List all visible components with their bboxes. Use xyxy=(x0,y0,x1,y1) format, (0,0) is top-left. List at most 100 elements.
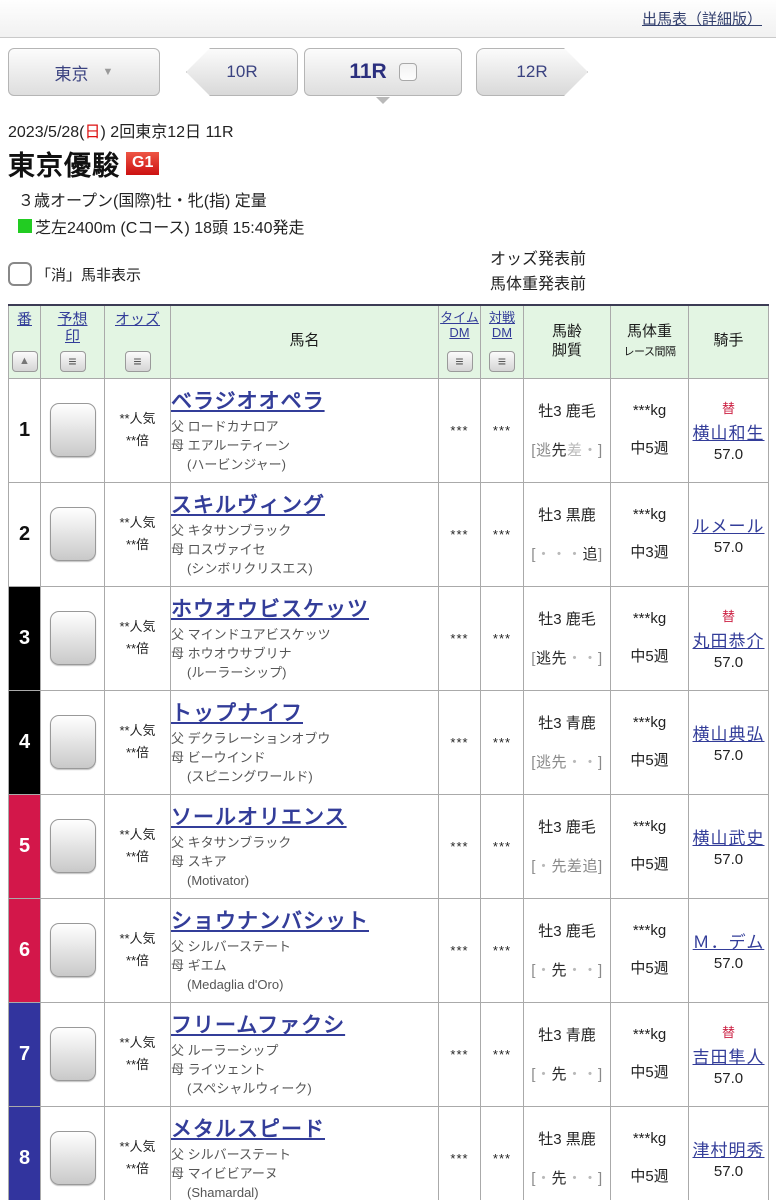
mark-button[interactable] xyxy=(49,1131,96,1185)
running-style: [・先・・] xyxy=(531,1066,603,1083)
mark-button[interactable] xyxy=(49,507,96,561)
body-weight: ***kg xyxy=(632,1130,667,1147)
horse-number: 1 xyxy=(8,377,41,483)
next-race-button[interactable]: 12R xyxy=(476,48,588,96)
horse-name-link[interactable]: ショウナンバシット xyxy=(171,910,369,934)
time-dm-value: *** xyxy=(438,377,481,483)
sort-asc-button[interactable]: ▲ xyxy=(11,350,38,372)
mark-button[interactable] xyxy=(49,819,96,873)
age-style-cell: 牡3 鹿毛 [・先差追] xyxy=(523,793,611,899)
odds-value: **倍 xyxy=(125,953,150,968)
vs-dm-header-link[interactable]: 対戦 DM xyxy=(488,310,515,340)
horse-name-link[interactable]: ソールオリエンス xyxy=(171,806,347,830)
jockey-link[interactable]: 丸田恭介 xyxy=(692,631,765,651)
menu-icon: ≡ xyxy=(133,353,142,369)
horse-name-link[interactable]: ベラジオオペラ xyxy=(171,390,325,414)
mark-header-link[interactable]: 予想印 xyxy=(57,311,88,346)
sire: 父 マインドユアビスケッツ xyxy=(171,627,331,643)
horse-number: 2 xyxy=(8,481,41,587)
time-dm-menu-button[interactable]: ≡ xyxy=(446,350,473,372)
mark-button[interactable] xyxy=(49,715,96,769)
race-conditions: ３歳オープン(国際)牡・牝(指) 定量 xyxy=(18,193,267,210)
odds-popularity: **人気 xyxy=(119,514,156,530)
grade-badge: G1 xyxy=(126,152,160,175)
current-race-button[interactable]: 11R xyxy=(304,48,462,96)
time-dm-header-link[interactable]: タイム DM xyxy=(440,310,479,340)
jockey-link[interactable]: ルメール xyxy=(692,517,765,536)
race-interval: 中5週 xyxy=(630,856,669,873)
jockey-link[interactable]: 横山典弘 xyxy=(692,725,765,744)
weight-cell: ***kg 中5週 xyxy=(610,1105,689,1200)
race-interval: 中5週 xyxy=(630,752,669,769)
horse-name-link[interactable]: スキルヴィング xyxy=(171,494,325,518)
mark-cell xyxy=(40,481,105,587)
race-date: 2023/5/28(日) 2回東京12日 11R xyxy=(8,118,776,142)
vs-dm-menu-button[interactable]: ≡ xyxy=(489,350,515,372)
jockey-link[interactable]: 吉田隼人 xyxy=(692,1047,765,1067)
track-select-button[interactable]: 東京 ▼ xyxy=(8,48,160,96)
sire: 父 ロードカナロア xyxy=(171,419,279,435)
race-title: 東京優駿 xyxy=(8,151,120,181)
hide-cancelled-checkbox[interactable] xyxy=(8,262,32,286)
damsire: (ルーラーシップ) xyxy=(187,664,287,680)
horse-name-link[interactable]: ホウオウビスケッツ xyxy=(171,598,369,622)
age-coat: 牡3 青鹿 xyxy=(538,715,596,732)
horse-name-link[interactable]: メタルスピード xyxy=(171,1118,325,1142)
dam: 母 エアルーティーン xyxy=(171,438,291,454)
jockey-link[interactable]: 津村明秀 xyxy=(692,1141,765,1160)
hide-cancelled-label: 「消」馬非表示 xyxy=(36,266,142,284)
weight-cell: ***kg 中5週 xyxy=(610,1001,689,1107)
race-date-day: 日 xyxy=(84,124,101,141)
odds-cell: **人気 **倍 xyxy=(104,897,171,1003)
jockey-link[interactable]: 横山和生 xyxy=(692,423,765,443)
hide-cancelled-control[interactable]: 「消」馬非表示 xyxy=(8,262,141,286)
age-coat: 牡3 鹿毛 xyxy=(538,923,596,940)
header-vs-dm: 対戦 DM ≡ xyxy=(480,304,524,379)
jockey-link[interactable]: Ｍ．デム xyxy=(692,933,765,952)
race-interval: 中3週 xyxy=(630,544,669,561)
mark-cell xyxy=(40,1001,105,1107)
age-coat: 牡3 黒鹿 xyxy=(538,1131,596,1148)
sire: 父 シルバーステート xyxy=(171,1147,291,1163)
race-nav: 東京 ▼ 10R 11R 12R xyxy=(0,38,776,112)
odds-cell: **人気 **倍 xyxy=(104,1001,171,1107)
controls-bar: 「消」馬非表示 オッズ発表前 馬体重発表前 xyxy=(0,248,776,304)
dam: 母 ホウオウサブリナ xyxy=(171,646,292,662)
mark-button[interactable] xyxy=(49,1027,96,1081)
shutsuba-detail-link[interactable]: 出馬表（詳細版） xyxy=(641,11,762,28)
header-weight-interval: 馬体重 レース間隔 xyxy=(610,304,689,379)
sort-number-link[interactable]: 番 xyxy=(16,311,32,328)
prev-race-button[interactable]: 10R xyxy=(186,48,298,96)
vs-dm-value: *** xyxy=(480,793,524,899)
race-date-before: 2023/5/28( xyxy=(8,124,85,141)
odds-popularity: **人気 xyxy=(119,410,156,426)
horse-name-link[interactable]: トップナイフ xyxy=(171,702,303,726)
table-row: 5 **人気 **倍 ソールオリエンス 父 キタサンブラック 母 スキア (Mo… xyxy=(8,793,769,899)
vs-dm-value: *** xyxy=(480,377,524,483)
current-race-wrap: 11R xyxy=(304,48,462,104)
race-interval: 中5週 xyxy=(630,440,669,457)
topbar: 出馬表（詳細版） xyxy=(0,0,776,38)
odds-popularity: **人気 xyxy=(119,1034,156,1050)
horse-cell: トップナイフ 父 デクラレーションオブウ 母 ビーウインド (スピニングワールド… xyxy=(170,689,439,795)
race-date-after: ) 2回東京12日 11R xyxy=(100,124,234,141)
mark-menu-button[interactable]: ≡ xyxy=(59,350,86,372)
jockey-weight: 57.0 xyxy=(713,747,744,764)
body-weight: ***kg xyxy=(632,506,667,523)
race-interval: 中5週 xyxy=(630,648,669,665)
time-dm-value: *** xyxy=(438,481,481,587)
running-style: [・先差追] xyxy=(531,858,603,875)
time-dm-value: *** xyxy=(438,897,481,1003)
odds-cell: **人気 **倍 xyxy=(104,481,171,587)
odds-menu-button[interactable]: ≡ xyxy=(124,350,151,372)
mark-button[interactable] xyxy=(49,403,96,457)
mark-button[interactable] xyxy=(49,611,96,665)
jockey-link[interactable]: 横山武史 xyxy=(692,829,765,848)
weight-cell: ***kg 中5週 xyxy=(610,897,689,1003)
horse-name-link[interactable]: フリームファクシ xyxy=(171,1014,346,1038)
odds-header-link[interactable]: オッズ xyxy=(114,311,160,328)
damsire: (ハービンジャー) xyxy=(187,456,287,472)
odds-value: **倍 xyxy=(125,1161,150,1176)
mark-button[interactable] xyxy=(49,923,96,977)
race-checkbox[interactable] xyxy=(398,63,417,81)
